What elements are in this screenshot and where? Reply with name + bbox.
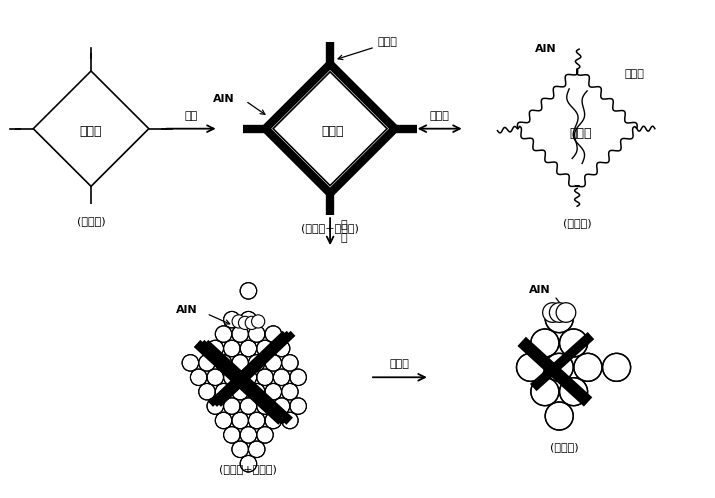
Text: 冷却: 冷却 <box>184 111 198 121</box>
Circle shape <box>257 340 273 357</box>
Circle shape <box>215 412 232 429</box>
Circle shape <box>282 383 298 400</box>
Circle shape <box>546 354 573 381</box>
Circle shape <box>546 305 573 333</box>
Circle shape <box>240 456 257 472</box>
Text: AlN: AlN <box>212 94 235 104</box>
Circle shape <box>257 369 273 385</box>
Circle shape <box>282 355 298 371</box>
Text: 铁素体: 铁素体 <box>378 37 398 47</box>
Circle shape <box>224 340 240 357</box>
Circle shape <box>516 354 545 381</box>
Text: (奥氏体+铁素体): (奥氏体+铁素体) <box>301 223 359 233</box>
Circle shape <box>215 355 232 371</box>
Circle shape <box>232 315 245 328</box>
Circle shape <box>232 383 248 400</box>
Text: AlN: AlN <box>176 305 197 315</box>
Circle shape <box>273 340 290 357</box>
Text: 奥氏体: 奥氏体 <box>80 125 102 138</box>
Circle shape <box>190 369 207 385</box>
Circle shape <box>224 369 240 385</box>
Text: 奥氏体: 奥氏体 <box>625 69 645 79</box>
Circle shape <box>199 383 215 400</box>
Circle shape <box>252 315 265 328</box>
Text: (奥氏体): (奥氏体) <box>563 218 591 228</box>
Circle shape <box>273 398 290 414</box>
Text: 却: 却 <box>340 233 347 243</box>
Text: AlN: AlN <box>534 44 556 54</box>
Circle shape <box>273 369 290 385</box>
Circle shape <box>282 412 298 429</box>
Circle shape <box>249 326 265 342</box>
Circle shape <box>257 398 273 414</box>
Circle shape <box>560 329 588 357</box>
Circle shape <box>215 383 232 400</box>
Circle shape <box>224 311 240 328</box>
Circle shape <box>556 303 576 322</box>
Circle shape <box>249 383 265 400</box>
Circle shape <box>240 369 257 385</box>
Circle shape <box>249 355 265 371</box>
Text: 再加热: 再加热 <box>430 111 450 121</box>
Circle shape <box>232 412 248 429</box>
Circle shape <box>240 311 257 328</box>
Circle shape <box>245 316 258 330</box>
Circle shape <box>224 427 240 443</box>
Text: AlN: AlN <box>528 285 550 295</box>
Text: 冷: 冷 <box>340 220 347 230</box>
Circle shape <box>224 398 240 414</box>
Circle shape <box>265 355 282 371</box>
Circle shape <box>240 398 257 414</box>
Circle shape <box>531 329 559 357</box>
Circle shape <box>265 412 282 429</box>
Circle shape <box>560 377 588 406</box>
Circle shape <box>603 354 631 381</box>
Circle shape <box>232 355 248 371</box>
Text: 奥氏体: 奥氏体 <box>322 125 345 138</box>
Text: (奥氏体): (奥氏体) <box>77 216 105 226</box>
Circle shape <box>240 340 257 357</box>
Circle shape <box>257 427 273 443</box>
Circle shape <box>239 316 252 330</box>
Circle shape <box>207 398 224 414</box>
Text: (铁素体+珠光体): (铁素体+珠光体) <box>220 464 277 474</box>
Circle shape <box>574 354 602 381</box>
Circle shape <box>265 383 282 400</box>
Circle shape <box>215 326 232 342</box>
Circle shape <box>207 340 224 357</box>
Circle shape <box>249 412 265 429</box>
Circle shape <box>232 441 248 458</box>
Circle shape <box>199 355 215 371</box>
Circle shape <box>240 283 257 299</box>
Text: (奥氏体): (奥氏体) <box>550 442 578 452</box>
Circle shape <box>543 303 562 322</box>
Text: 再加热: 再加热 <box>390 360 410 370</box>
Circle shape <box>290 369 307 385</box>
Circle shape <box>182 355 199 371</box>
Text: 奥氏体: 奥氏体 <box>569 127 591 140</box>
Circle shape <box>549 303 569 322</box>
Circle shape <box>265 326 282 342</box>
Circle shape <box>232 326 248 342</box>
Circle shape <box>249 441 265 458</box>
Circle shape <box>207 369 224 385</box>
Circle shape <box>546 402 573 430</box>
Circle shape <box>240 427 257 443</box>
Circle shape <box>531 377 559 406</box>
Circle shape <box>290 398 307 414</box>
